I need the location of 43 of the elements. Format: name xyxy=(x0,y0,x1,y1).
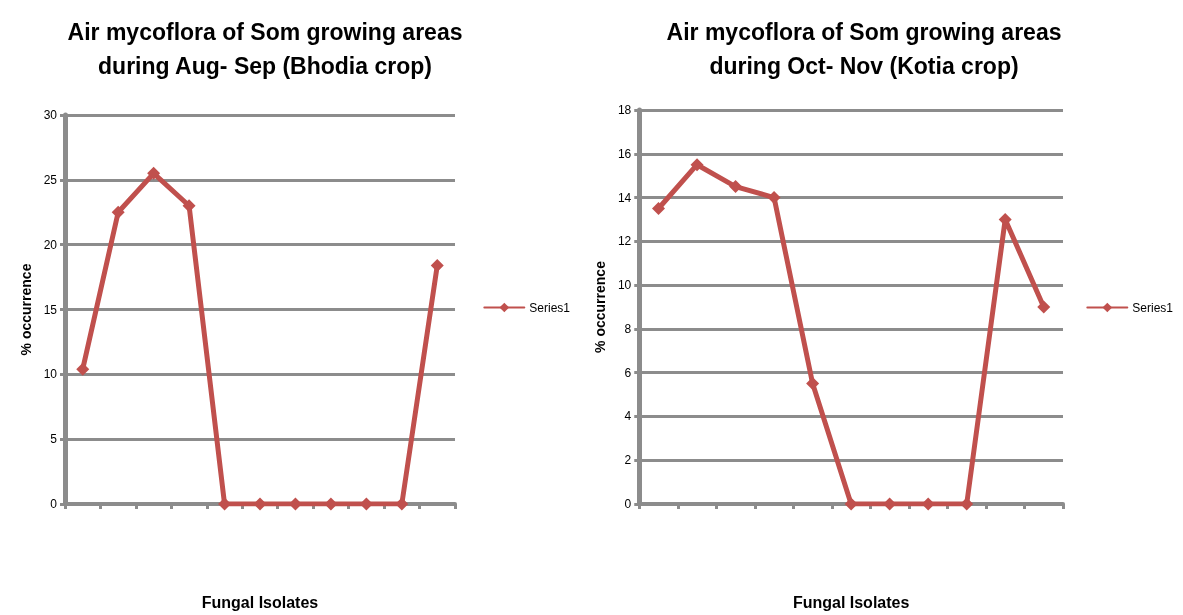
point xyxy=(960,497,974,511)
chart-title: Air mycoflora of Som growing areas during Oct- Nov (Kotia crop) xyxy=(666,19,1062,79)
legend-label: Series1 xyxy=(1132,300,1174,315)
y-tick-label: 16 xyxy=(617,146,632,161)
legend-label: Series1 xyxy=(529,300,571,315)
point xyxy=(652,202,666,215)
point xyxy=(395,497,409,511)
y-tick-label: 10 xyxy=(617,278,632,293)
y-tick-label: 0 xyxy=(50,497,58,511)
y-tick-label: 8 xyxy=(624,321,632,336)
y-tick-label: 14 xyxy=(617,190,632,205)
y-tick-label: 10 xyxy=(43,367,58,382)
x-axis-title: Fungal Isolates xyxy=(792,593,910,611)
point xyxy=(690,158,704,172)
chart-title: Air mycoflora of Som growing areas during Aug- Sep (Bhodia crop) xyxy=(67,19,463,79)
y-tick-label: 18 xyxy=(617,103,632,117)
point xyxy=(111,205,125,219)
point xyxy=(806,377,820,391)
y-tick-label: 6 xyxy=(624,365,632,380)
point xyxy=(1037,300,1051,314)
point xyxy=(844,497,858,511)
y-axis-title: % occurrence xyxy=(17,263,34,356)
point xyxy=(324,497,338,511)
point xyxy=(76,362,90,376)
point xyxy=(430,258,444,272)
y-tick-label: 2 xyxy=(624,453,632,468)
point xyxy=(147,166,161,180)
y-tick-label: 30 xyxy=(43,108,58,122)
y-tick-label: 5 xyxy=(50,432,58,447)
point xyxy=(253,497,267,511)
y-tick-label: 15 xyxy=(43,302,58,317)
x-axis-title: Fungal Isolates xyxy=(201,593,319,611)
y-tick-label: 0 xyxy=(624,497,632,511)
y-tick-label: 4 xyxy=(624,409,632,424)
point xyxy=(182,199,196,213)
point xyxy=(767,191,781,205)
point xyxy=(729,180,743,194)
y-tick-label: 20 xyxy=(43,237,58,252)
y-tick-label: 12 xyxy=(617,234,632,249)
point xyxy=(998,212,1012,226)
point xyxy=(921,497,935,511)
y-axis-title: % occurrence xyxy=(592,260,608,353)
y-tick-label: 25 xyxy=(43,172,58,187)
